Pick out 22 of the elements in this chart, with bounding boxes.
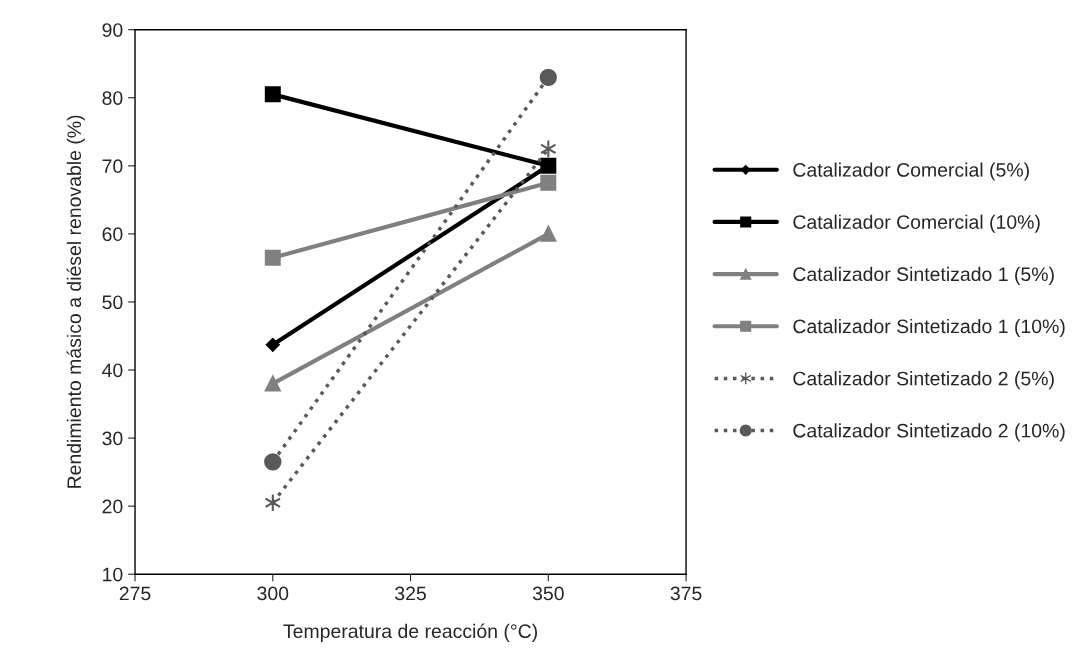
x-tick-label: 375	[670, 586, 702, 601]
y-tick-label: 20	[102, 499, 123, 514]
y-tick-label: 10	[103, 567, 123, 582]
y-tick-label: 80	[102, 91, 123, 105]
y-tick-label: 40	[102, 363, 123, 378]
y-tick-label: 50	[102, 295, 123, 310]
legend-label: Catalizador Comercial (5%)	[793, 162, 1029, 181]
legend-label: Catalizador Sintetizado 2 (5%)	[793, 371, 1054, 390]
x-axis-title: Temperatura de reacción (°C)	[283, 623, 537, 642]
y-tick-label: 90	[102, 23, 123, 37]
x-tick-label: 325	[395, 586, 426, 601]
legend-label: Catalizador Sintetizado 1 (10%)	[793, 318, 1065, 338]
y-tick-label: 60	[102, 227, 123, 242]
y-tick-label: 70	[102, 159, 123, 174]
x-tick-label: 300	[257, 586, 289, 601]
y-tick-label: 30	[102, 431, 123, 446]
legend-label: Catalizador Comercial (10%)	[793, 214, 1040, 233]
legend-label: Catalizador Sintetizado 1 (5%)	[793, 266, 1054, 285]
x-tick-label: 275	[119, 586, 151, 601]
legend-label: Catalizador Sintetizado 2 (10%)	[793, 423, 1065, 442]
x-tick-label: 350	[532, 586, 564, 601]
y-axis-title: Rendimiento másico a diésel renovable (%)	[66, 115, 85, 488]
